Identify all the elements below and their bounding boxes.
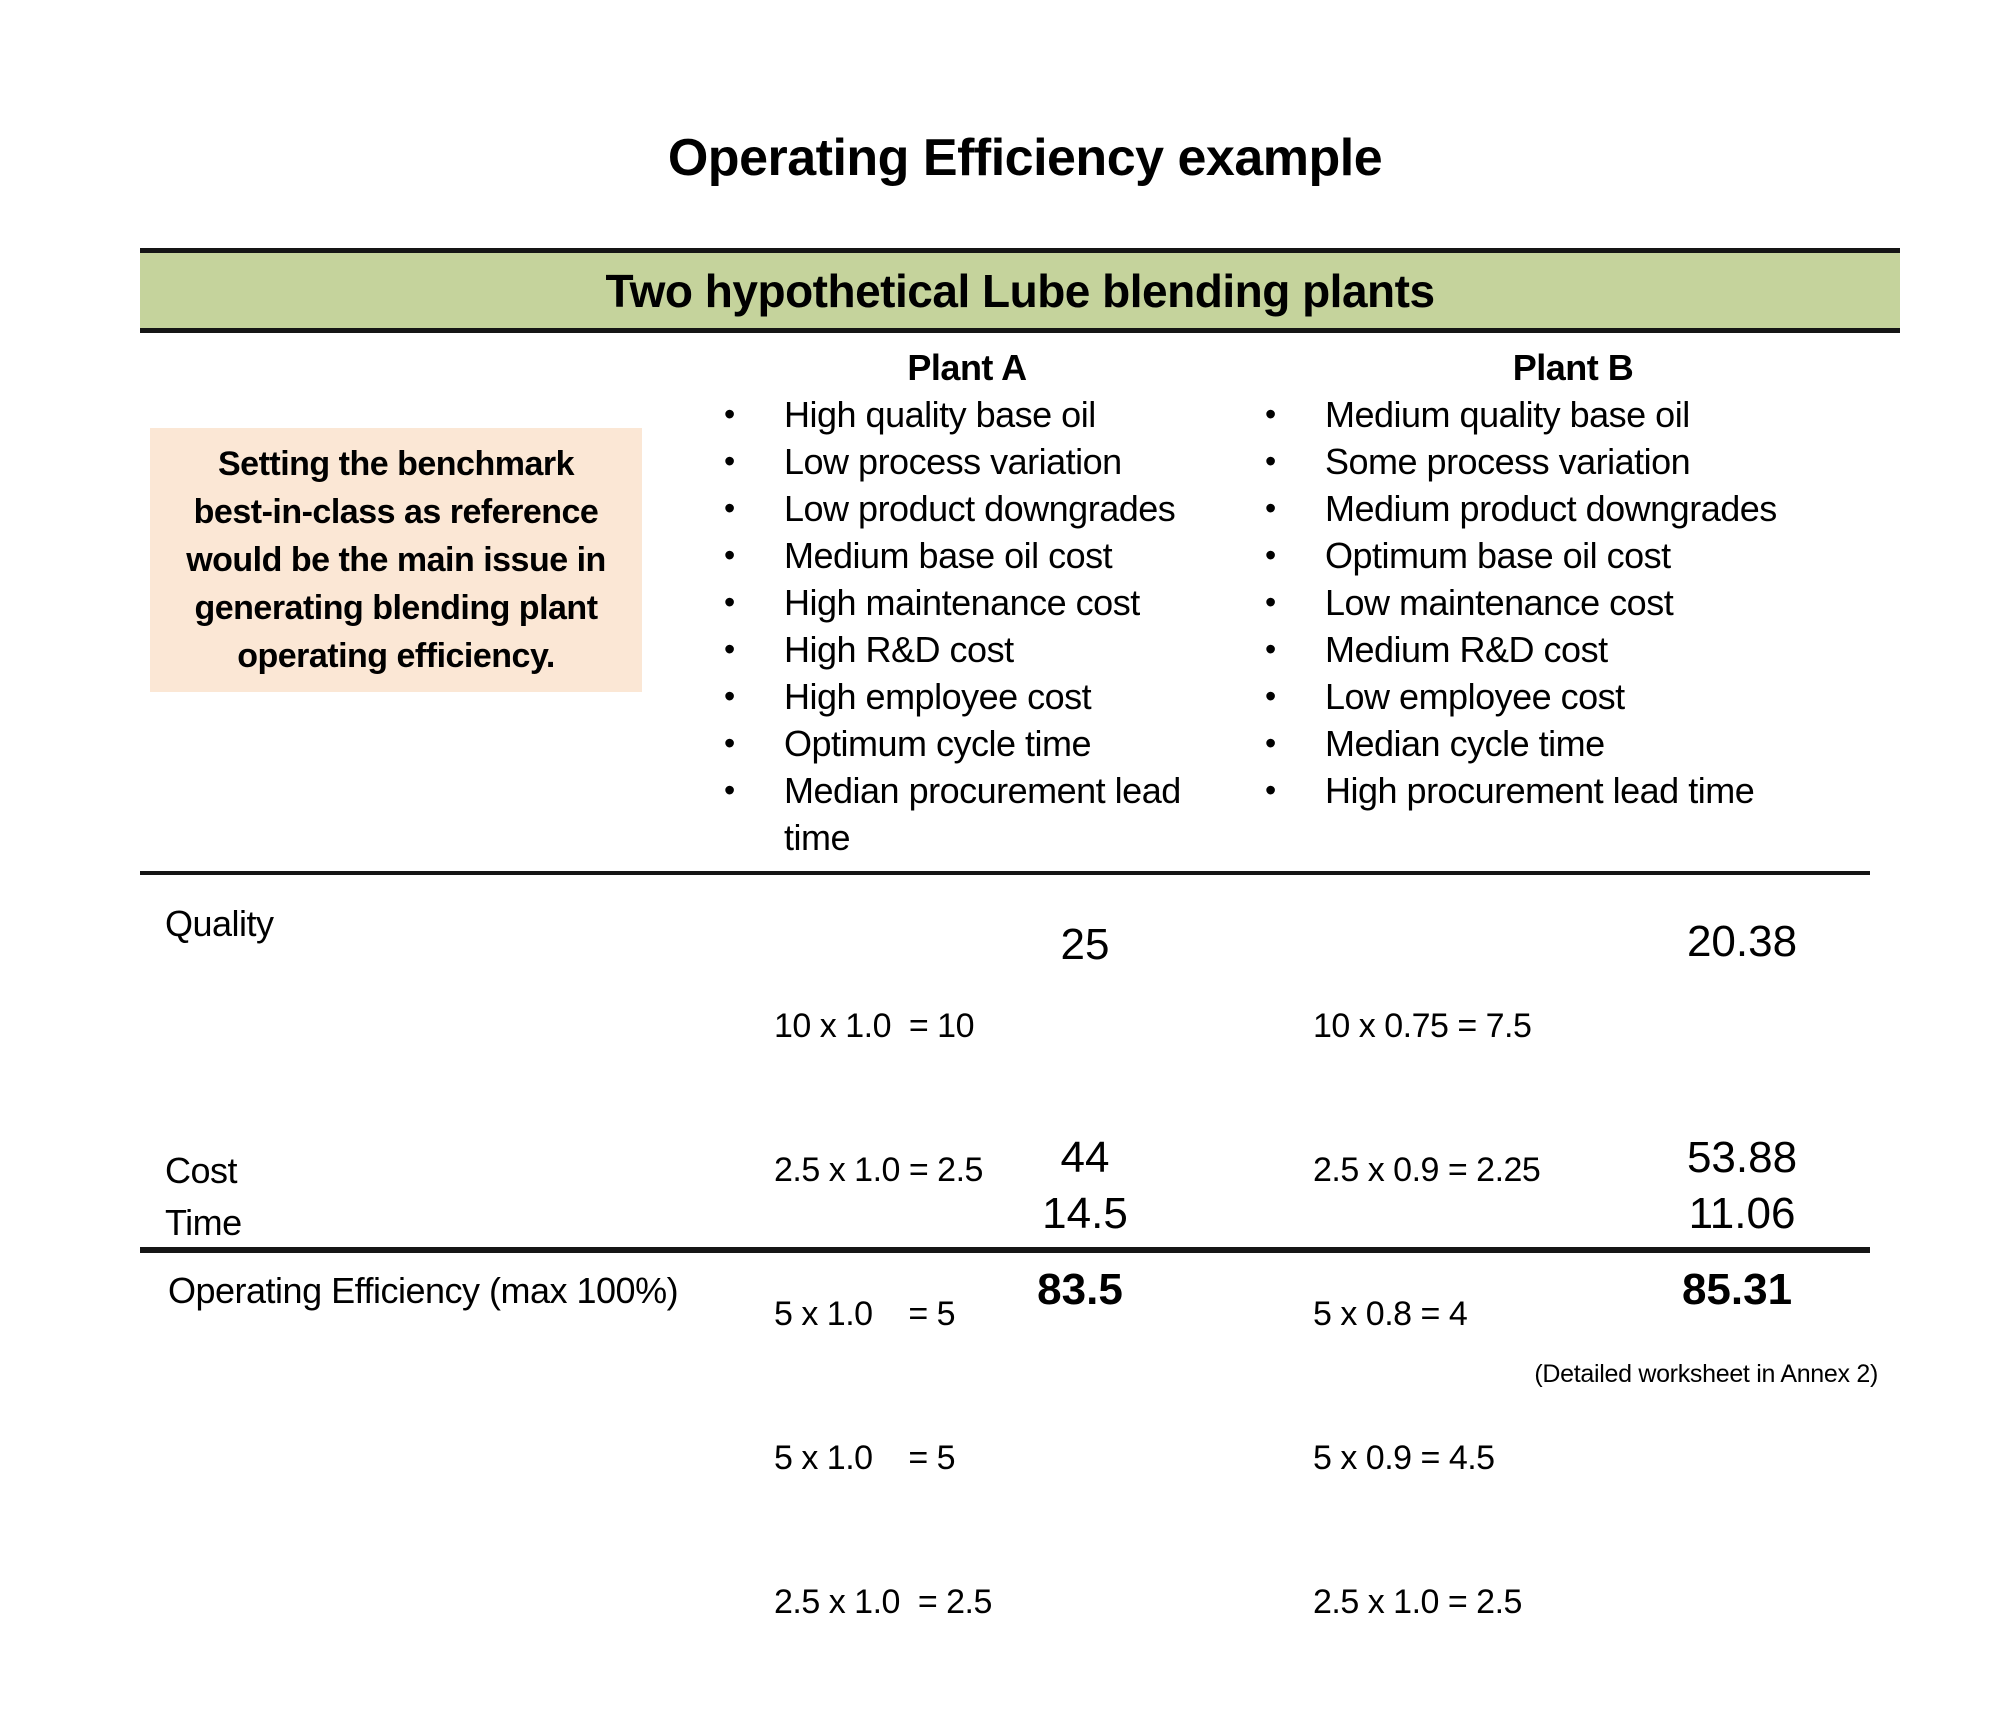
calc-line: 5 x 1.0 = 5 [774,1295,956,1333]
bullet-icon: • [1265,772,1276,808]
plant-b-header: Plant B [1512,347,1634,388]
list-item: • Medium base oil cost [702,532,1232,579]
callout-line: best-in-class as reference [193,493,599,531]
list-item: • Median cycle time [1243,720,1903,767]
plant-b-bullet-list: • Medium quality base oil • Some process v… [1243,391,1903,814]
bullet-icon: • [724,631,735,667]
bullet-icon: • [1265,537,1276,573]
time-total-plant-b: 11.06 [1688,1189,1796,1238]
banner: Two hypothetical Lube blending plants [140,248,1900,333]
bullet-icon: • [724,584,735,620]
bullet-icon: • [724,443,735,479]
list-item: • Medium quality base oil [1243,391,1903,438]
plant-a-bullet-list: • High quality base oil • Low process vari… [702,391,1232,861]
list-item: • High R&D cost [702,626,1232,673]
plant-a-column: Plant A • High quality base oil • Low proc… [702,344,1232,861]
divider-summary [140,1247,1870,1253]
plant-a-header: Plant A [907,347,1027,388]
bullet-icon: • [1265,678,1276,714]
list-item: • Low employee cost [1243,673,1903,720]
calc-line: 2.5 x 1.0 = 2.5 [774,1151,983,1189]
calc-line: 5 x 0.9 = 4.5 [1313,1439,1495,1477]
bullet-icon: • [724,725,735,761]
list-item: • Low process variation [702,438,1232,485]
calc-line: 5 x 0.8 = 4 [1313,1295,1468,1333]
slide: Operating Efficiency example Two hypothe… [140,129,1903,1621]
time-total-plant-a: 14.5 [1042,1189,1128,1238]
bullet-icon: • [724,490,735,526]
time-label: Time [165,1202,242,1243]
plant-b-column: Plant B • Medium quality base oil • Some p… [1243,344,1903,814]
bullet-icon: • [1265,631,1276,667]
list-item: • Medium product downgrades [1243,485,1903,532]
callout-line: Setting the benchmark [217,445,575,483]
footnote: (Detailed worksheet in Annex 2) [1534,1360,1878,1388]
divider-bullets-metrics [140,871,1870,875]
calc-line: 10 x 0.75 = 7.5 [1313,1007,1532,1045]
bullet-icon: • [724,537,735,573]
operating-efficiency-plant-a: 83.5 [1037,1265,1123,1314]
calc-line: 10 x 1.0 = 10 [774,1007,974,1045]
page-title: Operating Efficiency example [667,129,1383,187]
cost-total-plant-a: 44 [1060,1133,1110,1182]
calc-line: 2.5 x 1.0 = 2.5 [774,1583,992,1621]
list-item: • Low product downgrades [702,485,1232,532]
bullet-icon: • [1265,725,1276,761]
banner-title: Two hypothetical Lube blending plants [605,264,1435,317]
list-item: • High procurement lead time [1243,767,1903,814]
bullet-icon: • [1265,396,1276,432]
quality-label: Quality [165,903,274,944]
bullet-icon: • [1265,443,1276,479]
list-item: • Optimum base oil cost [1243,532,1903,579]
bullet-icon: • [724,678,735,714]
callout-line: generating blending plant [194,589,598,627]
list-item: • Median procurement lead time [702,767,1232,861]
quality-calc-plant-b: 10 x 0.75 = 7.5 2.5 x 0.9 = 2.25 5 x 0.8… [1313,906,1541,1722]
cost-label: Cost [165,1150,238,1191]
list-item: • Medium R&D cost [1243,626,1903,673]
list-item: • Low maintenance cost [1243,579,1903,626]
list-item: • Optimum cycle time [702,720,1232,767]
list-item: • High employee cost [702,673,1232,720]
quality-total-plant-b: 20.38 [1686,917,1798,966]
list-item: • High maintenance cost [702,579,1232,626]
callout-line: would be the main issue in [186,541,606,579]
operating-efficiency-label: Operating Efficiency (max 100%) [168,1270,679,1311]
calc-line: 2.5 x 1.0 = 2.5 [1313,1583,1522,1621]
operating-efficiency-plant-b: 85.31 [1681,1265,1793,1314]
callout-line: operating efficiency. [237,637,555,675]
bullet-icon: • [1265,584,1276,620]
list-item: • High quality base oil [702,391,1232,438]
bullet-icon: • [724,396,735,432]
cost-total-plant-b: 53.88 [1686,1133,1798,1182]
quality-total-plant-a: 25 [1060,920,1110,969]
quality-calc-plant-a: 10 x 1.0 = 10 2.5 x 1.0 = 2.5 5 x 1.0 = … [774,906,992,1722]
calc-line: 5 x 1.0 = 5 [774,1439,956,1477]
calc-line: 2.5 x 0.9 = 2.25 [1313,1151,1541,1189]
callout-box: Setting the benchmark best-in-class as r… [150,428,642,692]
list-item: • Some process variation [1243,438,1903,485]
bullet-icon: • [1265,490,1276,526]
bullet-icon: • [724,772,735,808]
